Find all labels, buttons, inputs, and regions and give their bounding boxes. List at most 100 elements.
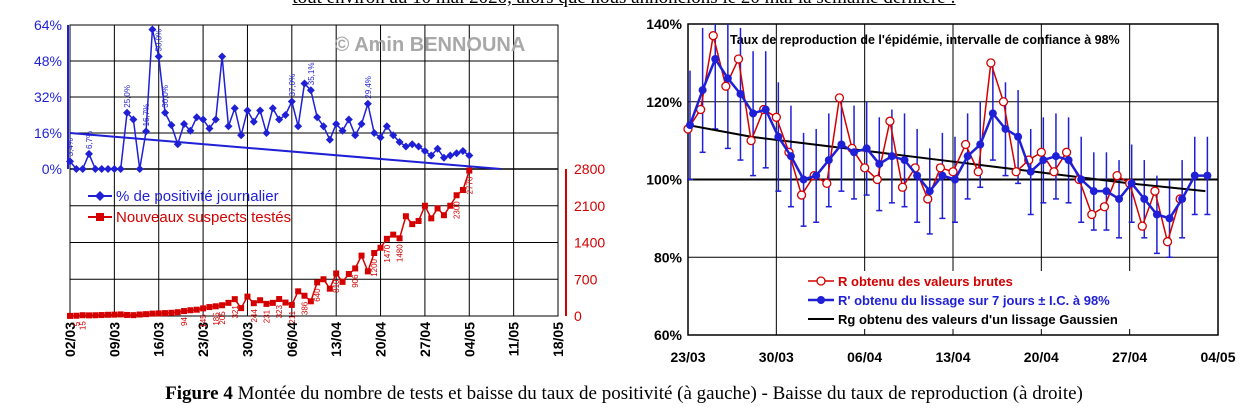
tests-data-label: 205: [218, 311, 227, 325]
tests-data-label: 906: [351, 274, 360, 288]
tests-point: [409, 221, 416, 228]
positivity-point: [376, 133, 385, 142]
raw-point: [708, 31, 718, 41]
tests-point: [282, 299, 289, 306]
tests-point: [358, 252, 365, 259]
tests-point: [320, 276, 327, 283]
smoothed-point: [1039, 156, 1048, 165]
smoothed-point: [1178, 194, 1187, 203]
tests-data-label: 244: [250, 309, 259, 323]
positivity-point: [281, 111, 290, 119]
tests-point: [263, 300, 270, 307]
figure-caption-text: Montée du nombre de tests et baisse du t…: [232, 383, 1083, 404]
raw-point: [1112, 170, 1122, 181]
raw-point: [948, 167, 958, 177]
tests-point: [333, 270, 340, 277]
tests-point: [371, 250, 378, 256]
tests-data-label: 231: [262, 309, 271, 323]
positivity-point: [300, 79, 309, 88]
left-axis-tick-label: 0%: [42, 161, 62, 177]
tests-point: [428, 215, 435, 222]
positivity-point: [173, 140, 182, 149]
right-chart: 60% 80% 100% 120% 140% 23/03 30/03 06/04 13/04 20…: [646, 16, 1236, 365]
smoothed-point: [963, 152, 972, 161]
raw-point: [1137, 221, 1147, 231]
positivity-point: [262, 129, 271, 137]
raw-point: [860, 163, 870, 173]
tests-point: [206, 304, 213, 311]
x-axis-tick-label: 02/03: [62, 322, 78, 357]
tests-data-label: 1480: [396, 244, 405, 262]
positivity-point: [91, 165, 100, 173]
tests-point: [377, 244, 384, 251]
smoothed-point: [786, 152, 795, 161]
legend-marker-tests: [96, 213, 104, 221]
smoothed-point: [799, 175, 808, 184]
smoothed-point: [837, 140, 846, 149]
positivity-point: [401, 142, 410, 151]
positivity-point: [338, 126, 347, 135]
tests-point: [168, 309, 175, 316]
tests-series-line: [69, 170, 470, 317]
tests-data-label: 94: [180, 317, 189, 326]
y-axis-tick-label: 120%: [646, 94, 682, 110]
figure-number: Figure 4: [165, 383, 233, 404]
right-axis-tick-label: 0: [574, 308, 582, 324]
positivity-point: [180, 120, 189, 128]
positivity-point: [439, 153, 448, 162]
tests-data-label: 810: [332, 279, 341, 293]
positivity-point: [249, 117, 258, 126]
y-axis-tick-label: 60%: [654, 327, 683, 343]
smoothed-point: [1102, 187, 1111, 196]
legend-label-tests: Nouveaux suspects testés: [116, 209, 291, 226]
y-axis-tick-label: 100%: [646, 172, 682, 188]
positivity-series-line: [69, 29, 470, 170]
smoothed-point: [1077, 175, 1086, 184]
positivity-point: [351, 131, 360, 140]
legend-label-raw: R obtenu des valeurs brutes: [838, 274, 1013, 289]
positivity-point: [275, 115, 284, 124]
x-axis-tick-label: 16/03: [151, 322, 167, 357]
tests-data-label: 2300: [453, 201, 462, 219]
left-axis-tick-label: 32%: [34, 89, 62, 105]
positivity-point: [186, 126, 195, 135]
raw-point: [1150, 186, 1160, 196]
raw-point: [771, 112, 781, 122]
legend: % de positivité journalier Nouveaux suspe…: [88, 188, 291, 226]
x-axis-tick-label: 20/04: [373, 322, 389, 357]
x-axis-tick-label: 13/04: [935, 349, 970, 365]
tests-data-label: 1470: [383, 244, 392, 262]
positivity-point: [97, 165, 106, 173]
smoothed-point: [925, 187, 934, 196]
tests-point: [345, 271, 352, 277]
tests-point: [130, 312, 137, 319]
tests-point: [326, 285, 333, 292]
tests-point: [339, 278, 346, 285]
smoothed-point: [951, 175, 959, 184]
positivity-data-label: 3,4%: [66, 138, 75, 156]
tests-point: [181, 308, 188, 315]
positivity-point: [135, 165, 144, 173]
positivity-point: [211, 115, 220, 124]
smoothed-point: [698, 86, 707, 95]
positivity-point: [161, 108, 170, 117]
raw-point: [1087, 209, 1097, 220]
positivity-point: [382, 122, 391, 131]
raw-point: [1011, 167, 1021, 177]
tests-point: [105, 311, 112, 318]
positivity-point: [78, 165, 87, 173]
legend-marker-raw: [816, 276, 826, 286]
watermark: © Amin BENNOUNA: [335, 34, 526, 56]
smoothed-point: [1140, 194, 1149, 203]
smoothed-point: [938, 171, 947, 180]
smoothed-point: [913, 171, 922, 180]
raw-point: [746, 135, 756, 146]
smoothed-point: [824, 156, 833, 165]
tests-point: [453, 192, 460, 199]
tests-point: [225, 299, 232, 306]
tests-point: [73, 312, 80, 319]
right-axis-tick-label: 2100: [574, 198, 605, 214]
positivity-data-label: 29,4%: [364, 76, 373, 99]
tests-point: [117, 311, 124, 318]
smoothed-point: [900, 156, 909, 165]
